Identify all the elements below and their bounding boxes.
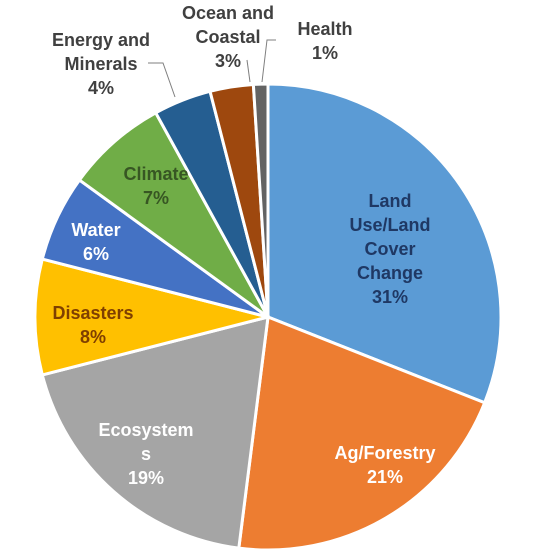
slice-name-label: Ecosystem	[98, 420, 193, 440]
slice-name-label: Land	[369, 191, 412, 211]
slice-value-label: 4%	[88, 78, 114, 98]
slice-value-label: 31%	[372, 287, 408, 307]
slice-label: Health 1%	[297, 19, 352, 63]
leader-line	[261, 39, 276, 83]
pie-slice	[33, 257, 269, 377]
slice-label: Disasters 8%	[52, 303, 133, 347]
slice-name-label: Cover	[364, 239, 415, 259]
slice-name-label: Use/Land	[349, 215, 430, 235]
slice-name-label: Coastal	[195, 27, 260, 47]
slice-value-label: 8%	[80, 327, 106, 347]
slice-label: Ocean and Coastal 3%	[182, 3, 274, 71]
labels-layer: Land Use/Land Cover Change 31% Ag/Forestry 21%…	[52, 3, 436, 488]
pie-slice	[77, 110, 270, 319]
slice-value-label: 19%	[128, 468, 164, 488]
pie-slice	[40, 314, 270, 550]
pie-slice	[266, 82, 503, 405]
leader-line	[148, 62, 176, 98]
slice-label: Energy and Minerals 4%	[52, 30, 150, 98]
slice-label: Ag/Forestry 21%	[334, 443, 435, 487]
slice-label: Water 6%	[71, 220, 120, 264]
slice-label: Land Use/Land Cover Change 31%	[349, 191, 430, 307]
slice-label: Ecosystem s 19%	[98, 420, 193, 488]
slice-name-label: Minerals	[64, 54, 137, 74]
slice-name-label: Ag/Forestry	[334, 443, 435, 463]
slice-value-label: 6%	[83, 244, 109, 264]
slice-value-label: 1%	[312, 43, 338, 63]
slice-value-label: 21%	[367, 467, 403, 487]
slice-value-label: 3%	[215, 51, 241, 71]
slice-label: Climate 7%	[123, 164, 188, 208]
leader-lines	[148, 39, 276, 98]
slice-name-label: Energy and	[52, 30, 150, 50]
slice-name-label: Health	[297, 19, 352, 39]
pie-slice	[251, 82, 270, 318]
slice-name-label: Change	[357, 263, 423, 283]
slice-name-label: Water	[71, 220, 120, 240]
slice-name-label: Climate	[123, 164, 188, 184]
slice-name-label: s	[141, 444, 151, 464]
slice-value-label: 7%	[143, 188, 169, 208]
slice-name-label: Ocean and	[182, 3, 274, 23]
slices-layer	[33, 82, 503, 550]
leader-line	[246, 59, 251, 83]
slice-name-label: Disasters	[52, 303, 133, 323]
